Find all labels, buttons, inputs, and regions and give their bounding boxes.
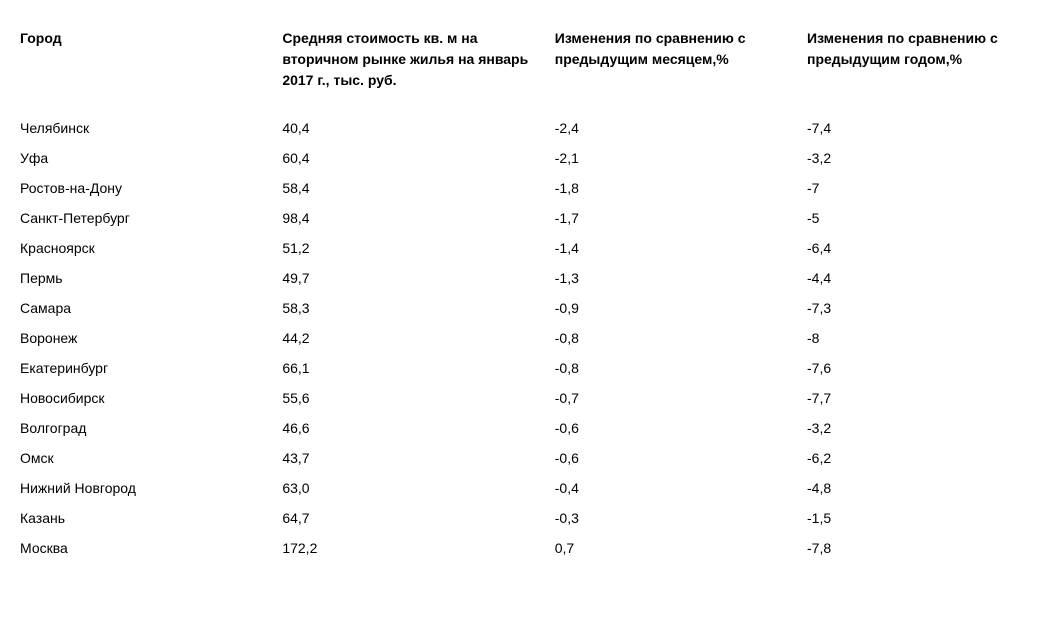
cell-month-change: -0,4 <box>555 473 807 503</box>
header-city: Город <box>20 20 282 113</box>
cell-year-change: -7,8 <box>807 533 1029 563</box>
cell-month-change: 0,7 <box>555 533 807 563</box>
table-row: Казань 64,7 -0,3 -1,5 <box>20 503 1029 533</box>
cell-price: 43,7 <box>282 443 554 473</box>
table-row: Волгоград 46,6 -0,6 -3,2 <box>20 413 1029 443</box>
cell-month-change: -0,8 <box>555 323 807 353</box>
cell-year-change: -3,2 <box>807 413 1029 443</box>
cell-city: Москва <box>20 533 282 563</box>
cell-year-change: -6,2 <box>807 443 1029 473</box>
cell-year-change: -7 <box>807 173 1029 203</box>
cell-month-change: -0,8 <box>555 353 807 383</box>
cell-city: Санкт-Петербург <box>20 203 282 233</box>
table-header-row: Город Средняя стоимость кв. м на вторичн… <box>20 20 1029 113</box>
cell-city: Челябинск <box>20 113 282 143</box>
cell-year-change: -5 <box>807 203 1029 233</box>
table-row: Пермь 49,7 -1,3 -4,4 <box>20 263 1029 293</box>
cell-price: 98,4 <box>282 203 554 233</box>
table-row: Уфа 60,4 -2,1 -3,2 <box>20 143 1029 173</box>
table-row: Самара 58,3 -0,9 -7,3 <box>20 293 1029 323</box>
header-year-change: Изменения по сравнению с предыдущим годо… <box>807 20 1029 113</box>
cell-city: Казань <box>20 503 282 533</box>
cell-month-change: -2,4 <box>555 113 807 143</box>
cell-city: Пермь <box>20 263 282 293</box>
cell-year-change: -6,4 <box>807 233 1029 263</box>
cell-price: 66,1 <box>282 353 554 383</box>
cell-city: Ростов-на-Дону <box>20 173 282 203</box>
cell-month-change: -1,4 <box>555 233 807 263</box>
cell-price: 58,4 <box>282 173 554 203</box>
cell-city: Самара <box>20 293 282 323</box>
cell-month-change: -0,6 <box>555 413 807 443</box>
cell-month-change: -1,3 <box>555 263 807 293</box>
header-month-change: Изменения по сравнению с предыдущим меся… <box>555 20 807 113</box>
cell-price: 51,2 <box>282 233 554 263</box>
cell-price: 60,4 <box>282 143 554 173</box>
cell-year-change: -7,4 <box>807 113 1029 143</box>
cell-price: 49,7 <box>282 263 554 293</box>
cell-city: Красноярск <box>20 233 282 263</box>
cell-price: 55,6 <box>282 383 554 413</box>
table-row: Омск 43,7 -0,6 -6,2 <box>20 443 1029 473</box>
cell-city: Омск <box>20 443 282 473</box>
cell-month-change: -2,1 <box>555 143 807 173</box>
table-body: Челябинск 40,4 -2,4 -7,4 Уфа 60,4 -2,1 -… <box>20 113 1029 563</box>
table-row: Красноярск 51,2 -1,4 -6,4 <box>20 233 1029 263</box>
cell-year-change: -7,6 <box>807 353 1029 383</box>
cell-month-change: -1,8 <box>555 173 807 203</box>
cell-city: Новосибирск <box>20 383 282 413</box>
cell-year-change: -4,4 <box>807 263 1029 293</box>
table-row: Ростов-на-Дону 58,4 -1,8 -7 <box>20 173 1029 203</box>
table-row: Нижний Новгород 63,0 -0,4 -4,8 <box>20 473 1029 503</box>
cell-price: 63,0 <box>282 473 554 503</box>
cell-month-change: -1,7 <box>555 203 807 233</box>
cell-month-change: -0,9 <box>555 293 807 323</box>
housing-price-table: Город Средняя стоимость кв. м на вторичн… <box>20 20 1029 563</box>
cell-city: Уфа <box>20 143 282 173</box>
table-row: Санкт-Петербург 98,4 -1,7 -5 <box>20 203 1029 233</box>
header-price: Средняя стоимость кв. м на вторичном рын… <box>282 20 554 113</box>
cell-price: 46,6 <box>282 413 554 443</box>
table-row: Новосибирск 55,6 -0,7 -7,7 <box>20 383 1029 413</box>
cell-year-change: -4,8 <box>807 473 1029 503</box>
cell-year-change: -7,7 <box>807 383 1029 413</box>
cell-price: 172,2 <box>282 533 554 563</box>
cell-year-change: -8 <box>807 323 1029 353</box>
cell-price: 58,3 <box>282 293 554 323</box>
cell-year-change: -1,5 <box>807 503 1029 533</box>
cell-month-change: -0,6 <box>555 443 807 473</box>
cell-price: 40,4 <box>282 113 554 143</box>
cell-city: Екатеринбург <box>20 353 282 383</box>
cell-year-change: -7,3 <box>807 293 1029 323</box>
cell-city: Воронеж <box>20 323 282 353</box>
table-row: Екатеринбург 66,1 -0,8 -7,6 <box>20 353 1029 383</box>
cell-city: Нижний Новгород <box>20 473 282 503</box>
table-row: Челябинск 40,4 -2,4 -7,4 <box>20 113 1029 143</box>
cell-price: 44,2 <box>282 323 554 353</box>
cell-month-change: -0,3 <box>555 503 807 533</box>
cell-month-change: -0,7 <box>555 383 807 413</box>
cell-year-change: -3,2 <box>807 143 1029 173</box>
cell-city: Волгоград <box>20 413 282 443</box>
cell-price: 64,7 <box>282 503 554 533</box>
table-row: Москва 172,2 0,7 -7,8 <box>20 533 1029 563</box>
table-row: Воронеж 44,2 -0,8 -8 <box>20 323 1029 353</box>
